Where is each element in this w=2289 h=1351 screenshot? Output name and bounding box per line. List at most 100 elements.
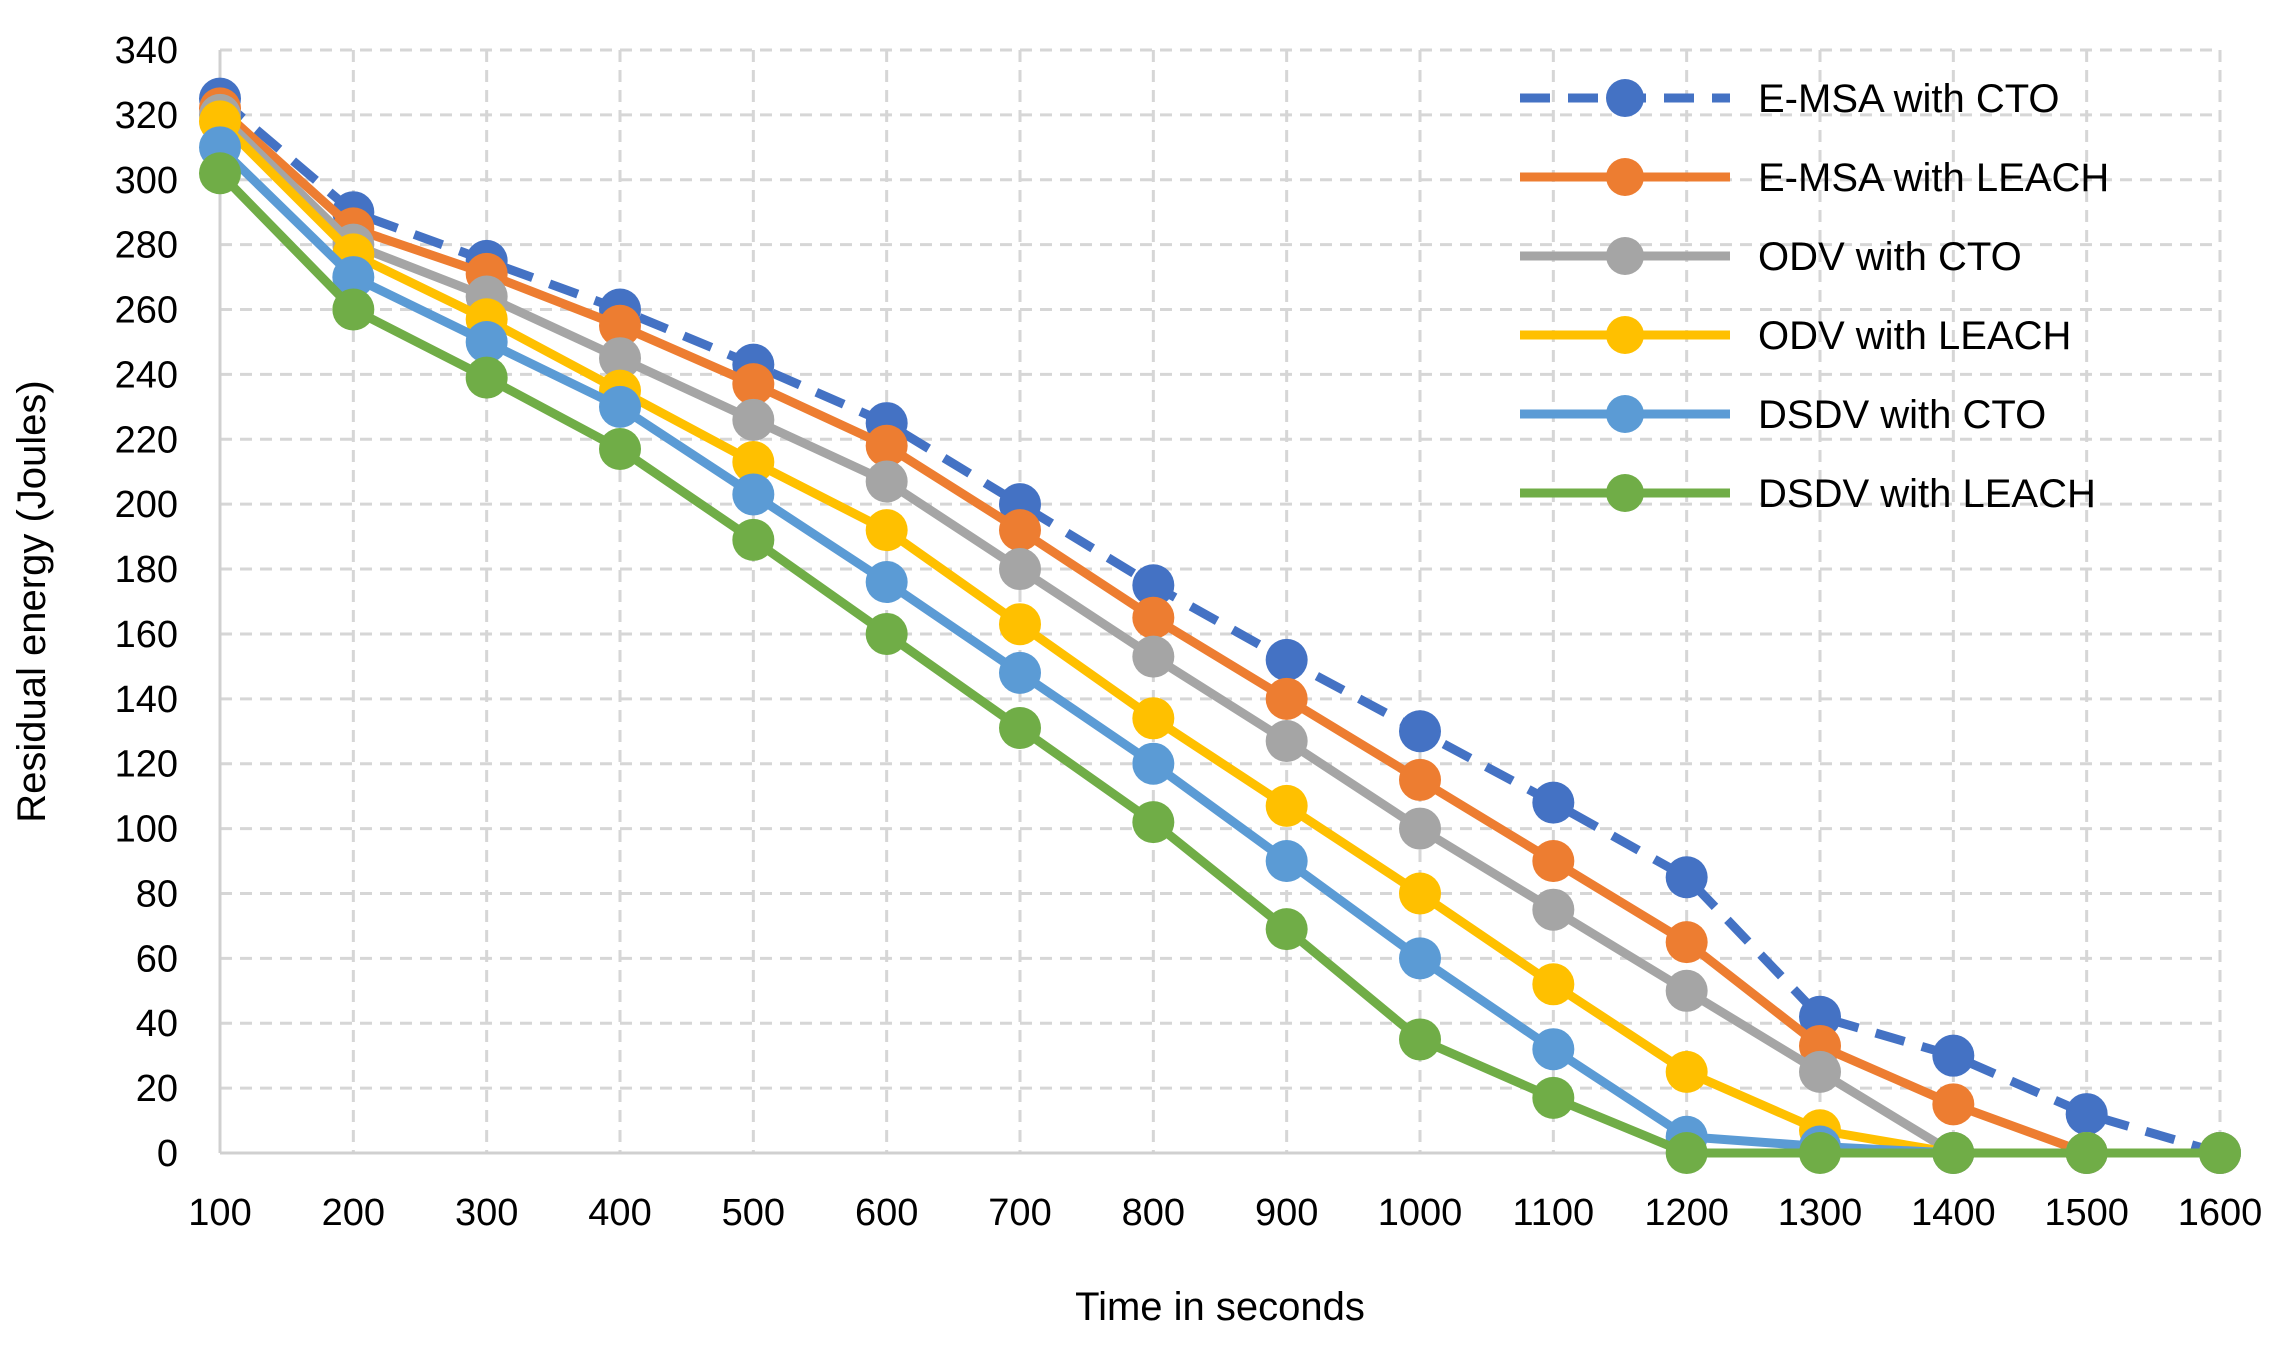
y-tick-label: 300 [115, 160, 178, 202]
data-point [599, 337, 641, 380]
data-point [1132, 564, 1175, 607]
x-axis-title: Time in seconds [1075, 1285, 1365, 1329]
data-point [1665, 1050, 1708, 1093]
legend-label: ODV with LEACH [1758, 314, 2071, 358]
legend-label: E-MSA with LEACH [1758, 156, 2109, 200]
data-point [865, 509, 908, 552]
data-point [732, 398, 775, 441]
data-point [999, 509, 1041, 552]
x-tick-label: 1200 [1644, 1192, 1729, 1234]
x-tick-label: 400 [588, 1192, 651, 1234]
data-point [1665, 921, 1708, 964]
x-tick-label: 1000 [1378, 1192, 1463, 1234]
data-point [1265, 638, 1308, 681]
y-tick-label: 180 [115, 549, 178, 591]
x-tick-label: 1500 [2044, 1192, 2129, 1234]
data-point [1532, 781, 1575, 824]
data-point [865, 460, 908, 503]
legend-swatch-marker [1606, 158, 1644, 196]
legend-label: E-MSA with CTO [1758, 77, 2060, 121]
legend-swatch-marker [1606, 79, 1644, 117]
y-tick-label: 240 [115, 354, 178, 396]
data-point [1399, 710, 1441, 753]
y-tick-label: 60 [136, 938, 178, 980]
data-point [1399, 807, 1441, 850]
data-point [2199, 1132, 2241, 1174]
data-point [999, 707, 1041, 750]
y-tick-label: 120 [115, 744, 178, 786]
legend-item: ODV with LEACH [1520, 314, 2071, 358]
y-tick-label: 320 [115, 95, 178, 137]
legend-swatch-marker [1606, 474, 1644, 512]
data-point [865, 561, 908, 604]
data-point [865, 612, 908, 655]
series-group [199, 77, 2241, 1174]
y-tick-label: 40 [136, 1003, 178, 1045]
y-tick-label: 160 [115, 614, 178, 656]
legend-swatch-marker [1606, 395, 1644, 433]
data-point [1399, 937, 1441, 980]
x-tick-label: 800 [1122, 1192, 1185, 1234]
legend-swatch-marker [1606, 316, 1644, 354]
data-point [999, 548, 1041, 591]
data-point [2065, 1093, 2108, 1136]
data-point [1265, 677, 1308, 720]
x-tick-label: 900 [1255, 1192, 1318, 1234]
data-point [1532, 888, 1575, 931]
data-point [1799, 1050, 1841, 1093]
y-tick-label: 260 [115, 290, 178, 332]
y-tick-labels: 0 20 40 60 80 100 120 140 160 180 200 220 240 260 280 3… [115, 30, 178, 1175]
x-tick-label: 300 [455, 1192, 518, 1234]
data-point [732, 363, 775, 406]
series-line [216, 111, 2220, 1158]
data-point [1265, 784, 1308, 827]
data-point [1132, 742, 1175, 785]
x-tick-label: 1600 [2178, 1192, 2263, 1234]
data-point [1132, 596, 1175, 639]
series-2 [199, 87, 2241, 1174]
x-tick-label: 700 [988, 1192, 1051, 1234]
legend-item: DSDV with LEACH [1520, 472, 2096, 516]
legend-item: E-MSA with CTO [1520, 77, 2060, 121]
data-point [1399, 1018, 1441, 1061]
data-point [1132, 635, 1175, 678]
data-point [1132, 801, 1175, 844]
data-point [1265, 908, 1308, 951]
series-6 [199, 152, 2241, 1174]
data-point [999, 651, 1041, 694]
x-tick-label: 1100 [1512, 1192, 1594, 1234]
data-point [199, 152, 241, 195]
data-point [599, 304, 641, 347]
data-point [732, 518, 775, 561]
x-tick-label: 600 [855, 1192, 918, 1234]
legend-item: DSDV with CTO [1520, 393, 2046, 437]
series-line [216, 105, 2220, 1158]
y-tick-label: 200 [115, 484, 178, 526]
data-point [332, 288, 375, 331]
legend-item: ODV with CTO [1520, 235, 2022, 279]
legend-label: DSDV with CTO [1758, 393, 2046, 437]
data-point [1932, 1132, 1975, 1174]
series-line [216, 170, 2220, 1158]
data-point [1532, 840, 1575, 883]
data-point [1532, 1076, 1575, 1119]
data-point [1665, 969, 1708, 1012]
y-tick-label: 220 [115, 419, 178, 461]
y-tick-label: 140 [115, 679, 178, 721]
data-point [465, 320, 508, 363]
data-point [1265, 719, 1308, 762]
data-point [865, 424, 908, 467]
y-tick-label: 100 [115, 809, 178, 851]
legend-label: ODV with CTO [1758, 235, 2022, 279]
y-tick-label: 340 [115, 30, 178, 72]
x-tick-labels: 100 200 300 400 500 600 700 800 900 1000 1100 1200 1… [188, 1192, 2262, 1234]
x-tick-label: 100 [188, 1192, 251, 1234]
data-point [1132, 697, 1175, 740]
legend-item: E-MSA with LEACH [1520, 156, 2109, 200]
data-point [599, 385, 641, 428]
legend-swatch-marker [1606, 237, 1644, 275]
series-line [216, 118, 2220, 1158]
data-point [1532, 963, 1575, 1006]
series-line [217, 95, 2222, 1158]
